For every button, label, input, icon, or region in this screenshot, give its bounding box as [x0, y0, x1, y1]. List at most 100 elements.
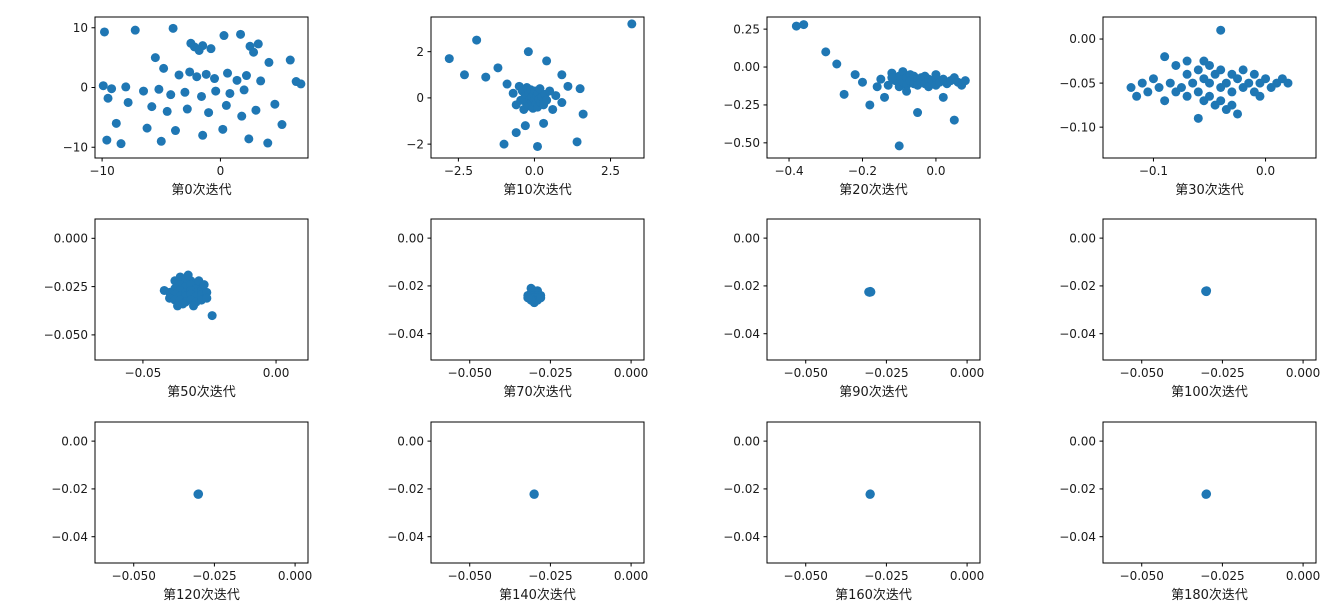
data-point [184, 270, 194, 280]
data-point [210, 74, 220, 84]
x-tick-label: −0.025 [1200, 366, 1244, 380]
data-point [236, 29, 246, 39]
data-point [264, 57, 274, 67]
data-point [960, 76, 970, 86]
data-point [163, 106, 173, 116]
data-point [142, 123, 152, 133]
x-tick-label: −0.050 [448, 366, 492, 380]
x-tick-label: −0.050 [783, 569, 827, 583]
data-point [1187, 78, 1197, 88]
data-point [254, 39, 264, 49]
y-tick-label: −0.50 [723, 136, 760, 150]
x-tick-label: 0.000 [950, 569, 984, 583]
data-point [103, 93, 113, 103]
data-point [520, 121, 530, 131]
data-point [222, 100, 232, 110]
data-point [160, 286, 170, 296]
data-point [511, 128, 521, 138]
data-point [198, 130, 208, 140]
y-tick-label: −0.25 [723, 98, 760, 112]
data-point [173, 301, 183, 311]
data-point [1215, 65, 1225, 75]
data-point [189, 301, 199, 311]
data-point [1201, 489, 1211, 499]
subplot-7: −0.050 −0.025 0.000 0.00 −0.02 −0.04 第100次迭代 [1007, 206, 1343, 408]
x-tick-label: −0.2 [848, 164, 877, 178]
data-point [219, 31, 229, 41]
data-point [542, 56, 552, 66]
chart-title: 第180次迭代 [1171, 587, 1248, 603]
data-point [1204, 91, 1214, 101]
x-tick-label: 0 [217, 164, 225, 178]
x-tick-label: −0.025 [1200, 569, 1244, 583]
data-point [472, 35, 482, 45]
data-point [1131, 91, 1141, 101]
data-point [168, 23, 178, 33]
data-point [1199, 56, 1209, 66]
x-tick-label: −2.5 [444, 164, 473, 178]
data-point [508, 88, 518, 98]
y-tick-label: −0.02 [723, 279, 760, 293]
data-point [263, 138, 273, 148]
subplot-1: −2.5 0.0 2.5 −2 0 2 第10次迭代 [336, 4, 672, 206]
data-point [1170, 60, 1180, 70]
data-point [1182, 56, 1192, 66]
data-point [502, 79, 512, 89]
scatter-plot: −0.050 −0.025 0.000 0.00 −0.02 −0.04 第70次迭代 [387, 218, 648, 400]
y-tick-label: 0.00 [1069, 232, 1096, 246]
data-point [121, 82, 131, 92]
x-tick-label: −0.1 [1139, 164, 1168, 178]
y-tick-label: −2 [406, 137, 424, 151]
y-tick-label: −0.02 [723, 482, 760, 496]
chart-title: 第10次迭代 [503, 182, 572, 198]
x-tick-label: −0.4 [774, 164, 803, 178]
plot-frame [94, 218, 309, 361]
data-point [545, 86, 555, 96]
plot-frame [766, 16, 981, 159]
data-point [277, 120, 287, 130]
y-tick-label: −0.04 [723, 530, 760, 544]
y-tick-label: 0.00 [733, 60, 760, 74]
data-point [832, 59, 842, 69]
data-point [151, 53, 161, 63]
data-point [251, 105, 261, 115]
y-tick-label: −0.02 [52, 482, 89, 496]
data-point [1154, 83, 1164, 92]
data-point [1283, 78, 1293, 88]
y-tick-label: −10 [63, 140, 88, 154]
y-tick-label: −0.10 [1059, 120, 1096, 134]
data-point [102, 135, 112, 145]
data-point [211, 86, 221, 96]
y-tick-label: −0.04 [387, 530, 424, 544]
data-point [572, 137, 582, 147]
x-tick-label: −0.05 [125, 366, 162, 380]
data-point [1193, 65, 1203, 75]
subplot-3: −0.1 0.0 0.00 −0.05 −0.10 第30次迭代 [1007, 4, 1343, 206]
x-tick-label: 0.000 [1286, 569, 1320, 583]
subplot-9: −0.050 −0.025 0.000 0.00 −0.02 −0.04 第140次迭代 [336, 409, 672, 611]
subplot-4: −0.05 0.00 0.000 −0.025 −0.050 第50次迭代 [0, 206, 336, 408]
x-tick-label: −0.050 [783, 366, 827, 380]
plot-frame [766, 218, 981, 361]
scatter-plot: −0.050 −0.025 0.000 0.00 −0.02 −0.04 第90次迭代 [723, 218, 984, 400]
y-tick-label: 0.00 [1069, 434, 1096, 448]
y-tick-label: 2 [416, 45, 424, 59]
subplot-6: −0.050 −0.025 0.000 0.00 −0.02 −0.04 第90次迭代 [672, 206, 1008, 408]
x-tick-label: 0.000 [950, 366, 984, 380]
data-point [912, 108, 922, 118]
data-point [536, 293, 546, 303]
data-point [865, 489, 875, 499]
chart-title: 第20次迭代 [839, 182, 908, 198]
data-point [159, 63, 169, 73]
chart-title: 第50次迭代 [168, 384, 237, 400]
data-point [887, 73, 897, 83]
data-point [198, 41, 208, 51]
data-point [1215, 96, 1225, 106]
y-tick-label: 0 [416, 91, 424, 105]
data-point [627, 19, 637, 29]
data-point [107, 84, 117, 94]
data-point [171, 126, 181, 136]
plot-frame [1102, 16, 1317, 159]
data-point [1159, 96, 1169, 106]
